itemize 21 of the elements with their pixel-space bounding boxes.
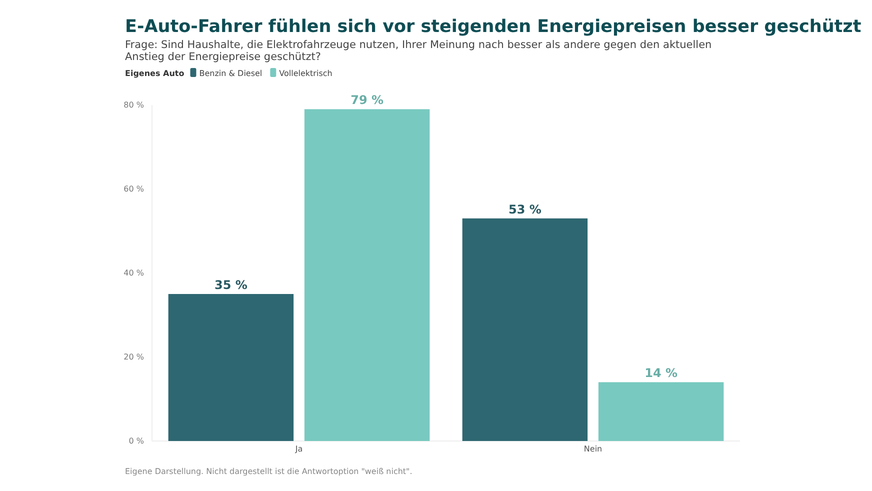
data-label: 53 % xyxy=(508,202,542,216)
y-tick-label: 60 % xyxy=(124,184,144,194)
x-tick-label: Nein xyxy=(584,444,602,454)
y-tick-label: 20 % xyxy=(124,352,144,362)
data-label: 14 % xyxy=(644,366,678,380)
text: Eigene Darstellung. Nicht dargestellt ist die Antwortoption "weiß nicht". xyxy=(125,467,412,476)
bar xyxy=(168,294,294,441)
x-tick-label: Ja xyxy=(294,444,303,454)
legend-title: Eigenes Auto xyxy=(125,69,185,78)
y-tick-label: 0 % xyxy=(128,436,144,446)
data-label: 79 % xyxy=(350,93,384,108)
legend-label: Vollelektrisch xyxy=(279,69,332,78)
legend-label: Benzin & Diesel xyxy=(199,69,262,78)
y-tick-label: 40 % xyxy=(124,268,144,278)
y-tick-label: 80 % xyxy=(124,100,144,110)
data-label: 35 % xyxy=(214,278,248,292)
chart-subtitle: Frage: Sind Haushalte, die Elektrofahrzeuge nutzen, Ihrer Meinung nach besser als andere gegen den aktuellen Anstieg der Energiepreise geschützt? xyxy=(125,39,712,63)
bar xyxy=(304,109,430,441)
chart-title: E-Auto-Fahrer fühlen sich vor steigenden Energiepreisen besser geschützt xyxy=(125,17,862,37)
bar xyxy=(598,382,724,441)
bar xyxy=(462,218,588,441)
